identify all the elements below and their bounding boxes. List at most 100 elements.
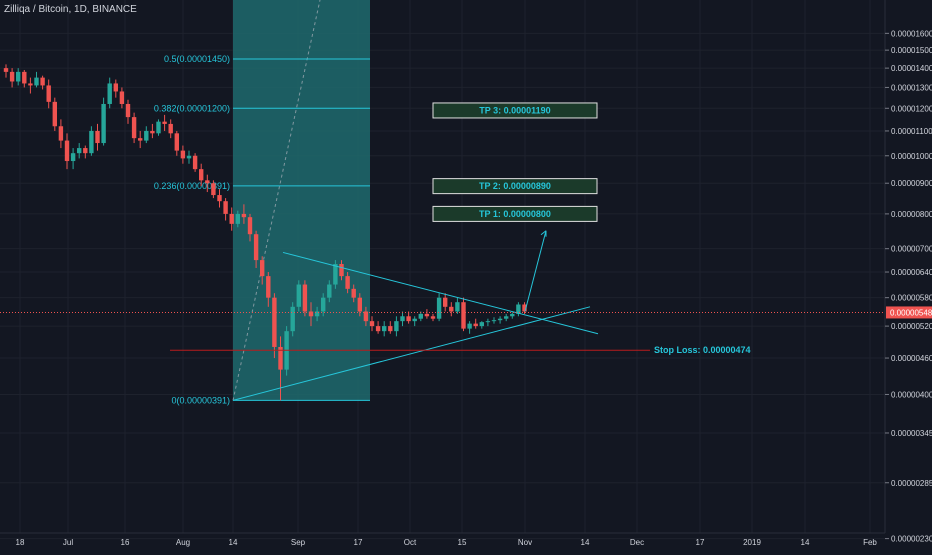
candle-body [52,101,57,127]
x-tick-label: Aug [176,538,190,547]
y-tick-label: 0.00000345 [891,429,932,438]
candle-body [125,103,131,118]
y-tick-label: 0.00000460 [891,354,932,363]
candle-body [321,297,326,312]
candle-body [131,117,137,139]
candle-body [168,123,173,134]
candle-body [77,148,82,154]
candle-body [241,213,247,218]
y-tick-label: 0.00000800 [891,210,932,219]
take-profit-label: TP 1: 0.00000800 [479,209,551,219]
candle-body [150,130,155,134]
y-tick-label: 0.00001100 [891,127,932,136]
candle-body [430,316,436,319]
candle-body [522,304,527,312]
candle-body [205,180,210,184]
x-tick-label: Oct [404,538,417,547]
current-price-badge [886,306,932,319]
x-tick-label: Feb [863,538,877,547]
candle-body [479,322,484,327]
y-tick-label: 0.00001300 [891,83,932,92]
candle-body [113,83,118,92]
take-profit-box [432,178,598,195]
x-tick-label: Nov [518,538,532,547]
y-tick-label: 0.00001000 [891,152,932,161]
x-tick-label: 15 [458,538,467,547]
candle-body [253,234,259,261]
x-tick-label: 16 [121,538,130,547]
x-tick-label: Sep [291,538,306,547]
y-tick-label: 0.00001400 [891,64,932,73]
candle-body [235,213,240,224]
candle-body [412,318,417,322]
candle-body [260,260,265,277]
candle-body [107,83,112,104]
candle-body [247,217,253,235]
candle-body [491,320,497,322]
candle-body [473,323,478,327]
candle-body [9,71,15,82]
candle-body [369,321,375,327]
candle-body [424,313,430,317]
candle-body [296,284,301,307]
y-tick-label: 0.00001200 [891,104,932,113]
candle-body [144,130,149,141]
candle-body [278,346,283,370]
candle-body [46,85,51,102]
candle-body [485,321,491,323]
candle-body [40,77,45,86]
candle-body [504,316,509,319]
y-tick-label: 0.00000640 [891,268,932,277]
candle-body [83,148,88,154]
current-price-label: 0.00000548 [890,308,932,317]
lower-trendline [232,306,591,401]
candle-body [327,284,332,298]
candle-body [64,140,70,162]
candle-body [58,126,64,141]
y-tick-label: 0.00000520 [891,322,932,331]
y-tick-label: 0.00000900 [891,179,932,188]
candle-body [516,304,521,314]
candle-body [3,68,9,72]
candle-body [192,155,198,170]
candle-body [28,83,33,86]
chart-title: Zilliqa / Bitcoin, 1D, BINANCE [4,4,137,15]
candle-body [351,288,356,298]
x-tick-label: 14 [229,538,238,547]
candle-body [16,71,21,82]
candle-body [497,318,503,321]
candle-body [101,103,106,144]
stop-loss-label: Stop Loss: 0.00000474 [654,345,751,355]
upper-trendline [282,251,599,335]
candle-body [461,302,466,329]
candle-body [382,326,387,332]
y-tick-label: 0.00000230 [891,535,932,544]
candle-body [162,121,167,124]
x-tick-label: 14 [581,538,590,547]
candle-body [406,316,411,322]
projection-arrow [524,230,547,312]
candle-body [357,297,362,312]
x-tick-label: 18 [16,538,25,547]
candle-body [388,326,393,332]
candle-body [443,297,448,307]
candle-body [199,169,204,181]
candle-body [217,195,222,202]
candle-body [400,316,405,322]
fibonacci-zone [233,0,370,401]
candle-body [34,77,39,86]
x-tick-label: 2019 [743,538,761,547]
candle-body [95,130,100,144]
candle-body [22,71,27,84]
candle-body [223,201,228,214]
candle-body [345,276,350,289]
candle-body [156,121,161,134]
x-tick-label: 17 [696,538,705,547]
fibonacci-level-label: 0.382(0.00001200) [154,103,230,113]
candle-body [174,133,179,151]
y-tick-label: 0.00000700 [891,245,932,254]
candle-body [89,130,94,154]
